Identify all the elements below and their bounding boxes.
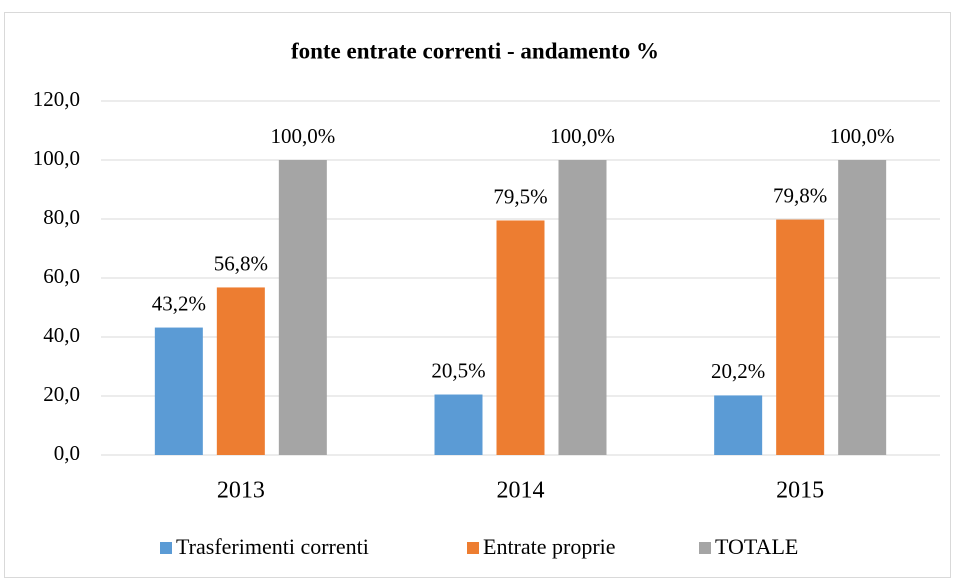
legend-label: Trasferimenti correnti: [176, 534, 369, 559]
legend-swatch: [699, 542, 711, 554]
data-label: 20,2%: [711, 359, 765, 383]
y-tick-label: 80,0: [43, 205, 80, 229]
bar: [154, 327, 203, 455]
legend-swatch: [467, 542, 479, 554]
data-label: 100,0%: [270, 124, 335, 148]
bar: [496, 220, 545, 455]
y-tick-label: 40,0: [43, 323, 80, 347]
data-label: 56,8%: [214, 251, 268, 275]
data-label: 20,5%: [431, 358, 485, 382]
bar: [776, 219, 825, 455]
data-label: 100,0%: [830, 124, 895, 148]
y-tick-label: 20,0: [43, 382, 80, 406]
bar: [838, 160, 887, 455]
legend-label: Entrate proprie: [483, 534, 616, 559]
data-label: 43,2%: [152, 291, 206, 315]
x-tick-label: 2014: [497, 478, 545, 504]
x-tick-label: 2013: [217, 478, 265, 504]
x-tick-label: 2015: [776, 478, 824, 504]
data-label: 100,0%: [550, 124, 615, 148]
legend-label: TOTALE: [715, 534, 798, 559]
bar: [216, 287, 265, 455]
bar: [278, 160, 327, 455]
y-tick-label: 0,0: [54, 441, 80, 465]
legend-swatch: [160, 542, 172, 554]
y-tick-label: 120,0: [33, 87, 80, 111]
bar: [714, 395, 763, 455]
y-tick-label: 60,0: [43, 264, 80, 288]
data-label: 79,8%: [773, 183, 827, 207]
y-tick-label: 100,0: [33, 146, 80, 170]
bar: [434, 394, 483, 455]
data-label: 79,5%: [493, 184, 547, 208]
chart-title: fonte entrate correnti - andamento %: [291, 38, 659, 63]
bar: [558, 160, 607, 455]
